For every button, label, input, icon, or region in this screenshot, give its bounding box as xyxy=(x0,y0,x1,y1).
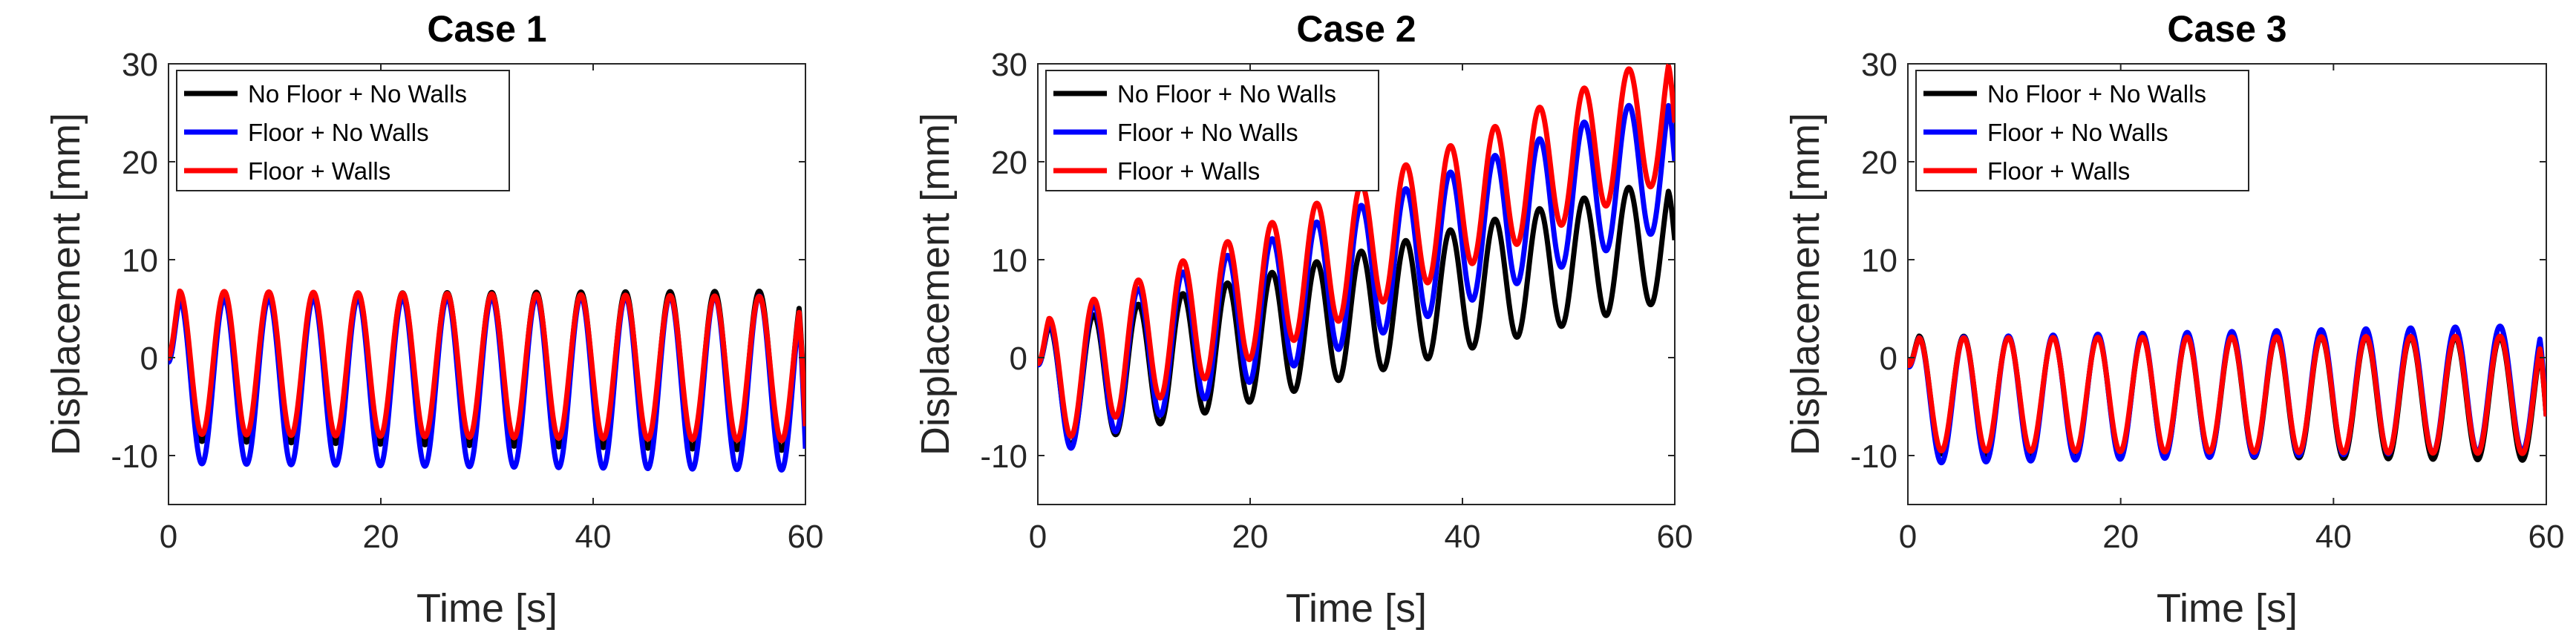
x-axis-label: Time [s] xyxy=(1286,586,1427,631)
series-group xyxy=(1038,64,1675,451)
legend-entry-1: No Floor + No Walls xyxy=(248,80,467,108)
y-tick-label: 10 xyxy=(122,243,158,279)
legend-entry-1: No Floor + No Walls xyxy=(1117,80,1336,108)
x-tick-label: 40 xyxy=(2315,519,2352,555)
y-tick-label: 0 xyxy=(1880,341,1897,377)
legend-entry-2: Floor + No Walls xyxy=(1117,119,1298,146)
y-axis-label: Displacement [mm] xyxy=(44,113,88,456)
x-axis-label: Time [s] xyxy=(416,586,558,631)
panel-1: 0 20 40 60 -10 0 10 20 30 Case 1 Time [s] Displacem… xyxy=(44,8,823,631)
legend-entry-2: Floor + No Walls xyxy=(1987,119,2168,146)
chart-title: Case 1 xyxy=(427,8,546,50)
y-tick-label: 0 xyxy=(140,341,158,377)
x-tick-label: 0 xyxy=(1029,519,1047,555)
y-tick-label: 0 xyxy=(1010,341,1027,377)
legend: No Floor + No Walls Floor + No Walls Floor… xyxy=(1045,70,1379,191)
legend-entry-3: Floor + Walls xyxy=(1987,157,2130,185)
x-tick-label: 20 xyxy=(363,519,399,555)
panel-2: 0 20 40 60 -10 0 10 20 30 Case 2 Time [s] Displacem… xyxy=(913,8,1693,631)
y-tick-label: 10 xyxy=(991,243,1027,279)
y-axis-label: Displacement [mm] xyxy=(913,113,958,456)
y-tick-label: -10 xyxy=(111,438,158,475)
y-tick-label: 30 xyxy=(1861,47,1897,83)
series-line-3 xyxy=(1038,64,1675,439)
x-axis-label: Time [s] xyxy=(2157,586,2298,631)
y-tick-label: 10 xyxy=(1861,243,1897,279)
x-tick-label: 20 xyxy=(2102,519,2139,555)
x-tick-label: 60 xyxy=(2528,519,2565,555)
legend-entry-3: Floor + Walls xyxy=(248,157,390,185)
y-axis-label: Displacement [mm] xyxy=(1783,113,1828,456)
x-tick-label: 0 xyxy=(1899,519,1917,555)
x-tick-label: 20 xyxy=(1232,519,1269,555)
legend: No Floor + No Walls Floor + No Walls Floor… xyxy=(1915,70,2249,191)
x-tick-label: 0 xyxy=(160,519,177,555)
legend-entry-1: No Floor + No Walls xyxy=(1987,80,2206,108)
series-group xyxy=(169,288,805,473)
y-tick-label: 20 xyxy=(1861,145,1897,181)
chart-title: Case 2 xyxy=(1296,8,1416,50)
y-tick-label: -10 xyxy=(980,438,1027,475)
legend-entry-2: Floor + No Walls xyxy=(248,119,429,146)
series-group xyxy=(1908,323,2546,466)
x-tick-label: 60 xyxy=(788,519,824,555)
x-tick-label: 40 xyxy=(575,519,612,555)
y-tick-label: 20 xyxy=(122,145,158,181)
y-tick-label: 30 xyxy=(122,47,158,83)
x-tick-label: 60 xyxy=(1657,519,1693,555)
series-line-3 xyxy=(169,288,805,444)
x-tick-label: 40 xyxy=(1445,519,1481,555)
legend-entry-3: Floor + Walls xyxy=(1117,157,1260,185)
y-tick-label: 30 xyxy=(991,47,1027,83)
legend: No Floor + No Walls Floor + No Walls Floor… xyxy=(176,70,510,191)
series-line-3 xyxy=(1908,333,2546,456)
y-tick-label: -10 xyxy=(1850,438,1897,475)
chart-title: Case 3 xyxy=(2167,8,2286,50)
panel-3: 0 20 40 60 -10 0 10 20 30 Case 3 Time [s] Displacem… xyxy=(1783,8,2564,631)
y-tick-label: 20 xyxy=(991,145,1027,181)
